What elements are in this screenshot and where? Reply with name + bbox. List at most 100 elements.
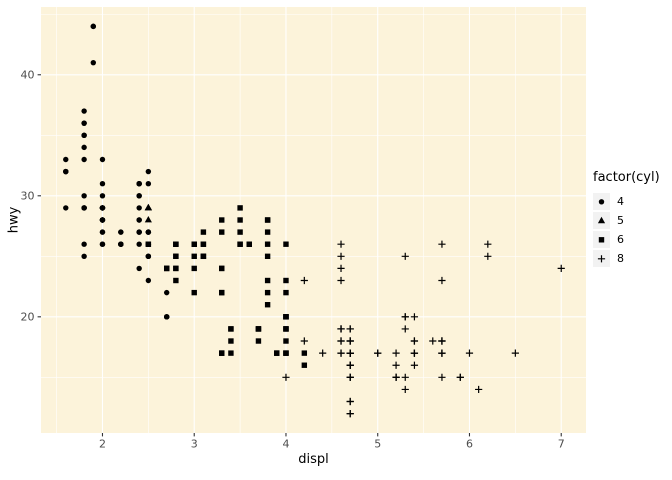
point-cyl6	[301, 362, 308, 368]
point-cyl6	[173, 277, 179, 284]
legend-label-cyl4: 4	[617, 195, 624, 208]
point-cyl8	[392, 361, 400, 369]
point-cyl4	[63, 168, 69, 175]
point-cyl4	[81, 108, 87, 114]
y-tick-label: 40	[21, 68, 35, 81]
point-cyl8	[300, 337, 308, 345]
point-cyl8	[392, 373, 400, 381]
point-cyl8	[346, 337, 354, 345]
point-cyl4	[63, 156, 69, 163]
legend-marker-triangle	[597, 216, 606, 224]
point-cyl6	[163, 265, 170, 272]
point-cyl8	[319, 349, 327, 357]
point-cyl8	[438, 337, 446, 345]
point-cyl4	[81, 132, 87, 138]
point-cyl6	[274, 350, 280, 356]
point-cyl4	[81, 205, 87, 211]
point-cyl4	[145, 277, 152, 284]
point-cyl6	[255, 326, 262, 332]
point-cyl8	[438, 276, 446, 285]
point-cyl8	[484, 240, 492, 248]
point-cyl8	[337, 240, 345, 248]
point-cyl4	[99, 229, 106, 235]
point-cyl4	[145, 180, 152, 187]
point-cyl6	[191, 265, 197, 272]
point-cyl6	[219, 289, 225, 296]
point-cyl4	[63, 205, 69, 211]
point-cyl4	[145, 168, 152, 175]
x-tick-label: 5	[374, 438, 381, 451]
point-cyl8	[401, 385, 409, 394]
point-cyl6	[237, 205, 243, 211]
point-cyl8	[401, 373, 409, 381]
point-cyl6	[200, 229, 207, 235]
legend-key-svg	[598, 237, 605, 243]
point-cyl8	[282, 373, 290, 381]
point-cyl4	[136, 205, 142, 211]
point-cyl8	[337, 264, 345, 273]
x-tick-label: 4	[282, 438, 289, 451]
point-cyl6	[191, 253, 197, 260]
legend-key-svg	[597, 216, 606, 224]
point-cyl6	[283, 289, 289, 296]
point-cyl6	[228, 350, 234, 356]
point-cyl6	[283, 350, 289, 356]
point-cyl8	[557, 264, 565, 273]
point-cyl6	[255, 338, 262, 344]
point-cyl4	[145, 229, 152, 235]
point-cyl4	[81, 156, 87, 163]
legend-title: factor(cyl)	[593, 170, 660, 185]
point-cyl4	[99, 205, 106, 211]
point-cyl6	[283, 338, 289, 344]
point-cyl4	[81, 144, 87, 151]
point-cyl4	[99, 241, 106, 247]
point-cyl8	[300, 276, 308, 285]
legend-item-cyl8: 8	[593, 249, 660, 268]
point-cyl8	[346, 410, 354, 418]
point-cyl6	[173, 241, 179, 247]
point-cyl8	[438, 373, 446, 381]
point-cyl5	[144, 216, 152, 223]
y-tick-label: 20	[21, 310, 35, 323]
point-cyl8	[337, 325, 345, 333]
point-cyl6	[246, 241, 252, 247]
point-cyl4	[136, 229, 142, 235]
y-tick-label: 30	[21, 189, 35, 202]
point-cyl8	[346, 361, 354, 369]
x-tick-label: 6	[466, 438, 473, 451]
square-marker-icon	[593, 231, 610, 248]
point-cyl6	[264, 302, 271, 308]
point-cyl6	[145, 241, 152, 247]
point-cyl8	[346, 349, 354, 357]
legend-marker-square	[598, 237, 605, 243]
point-cyl8	[410, 361, 419, 369]
x-axis-title: displ	[298, 452, 329, 467]
point-cyl6	[228, 338, 234, 344]
point-cyl8	[337, 252, 345, 260]
point-cyl8	[438, 349, 446, 357]
point-cyl8	[337, 276, 345, 285]
legend-marker-plus	[597, 255, 606, 263]
legend-label-cyl6: 6	[617, 233, 624, 246]
point-cyl6	[219, 229, 225, 235]
legend-item-cyl5: 5	[593, 211, 660, 230]
point-cyl4	[136, 193, 142, 199]
point-cyl6	[264, 241, 271, 247]
legend-label-cyl8: 8	[617, 252, 624, 265]
point-cyl6	[264, 229, 271, 235]
legend-item-cyl6: 6	[593, 230, 660, 249]
point-cyl6	[173, 265, 179, 272]
panel-background	[41, 7, 586, 433]
point-cyl8	[374, 349, 382, 357]
point-cyl4	[136, 241, 142, 247]
point-cyl8	[346, 373, 354, 381]
point-cyl8	[511, 349, 519, 357]
point-cyl8	[484, 252, 492, 260]
point-cyl6	[264, 253, 271, 260]
point-cyl6	[173, 253, 179, 260]
point-cyl8	[410, 349, 419, 357]
point-cyl4	[136, 265, 142, 272]
point-cyl6	[237, 229, 243, 235]
